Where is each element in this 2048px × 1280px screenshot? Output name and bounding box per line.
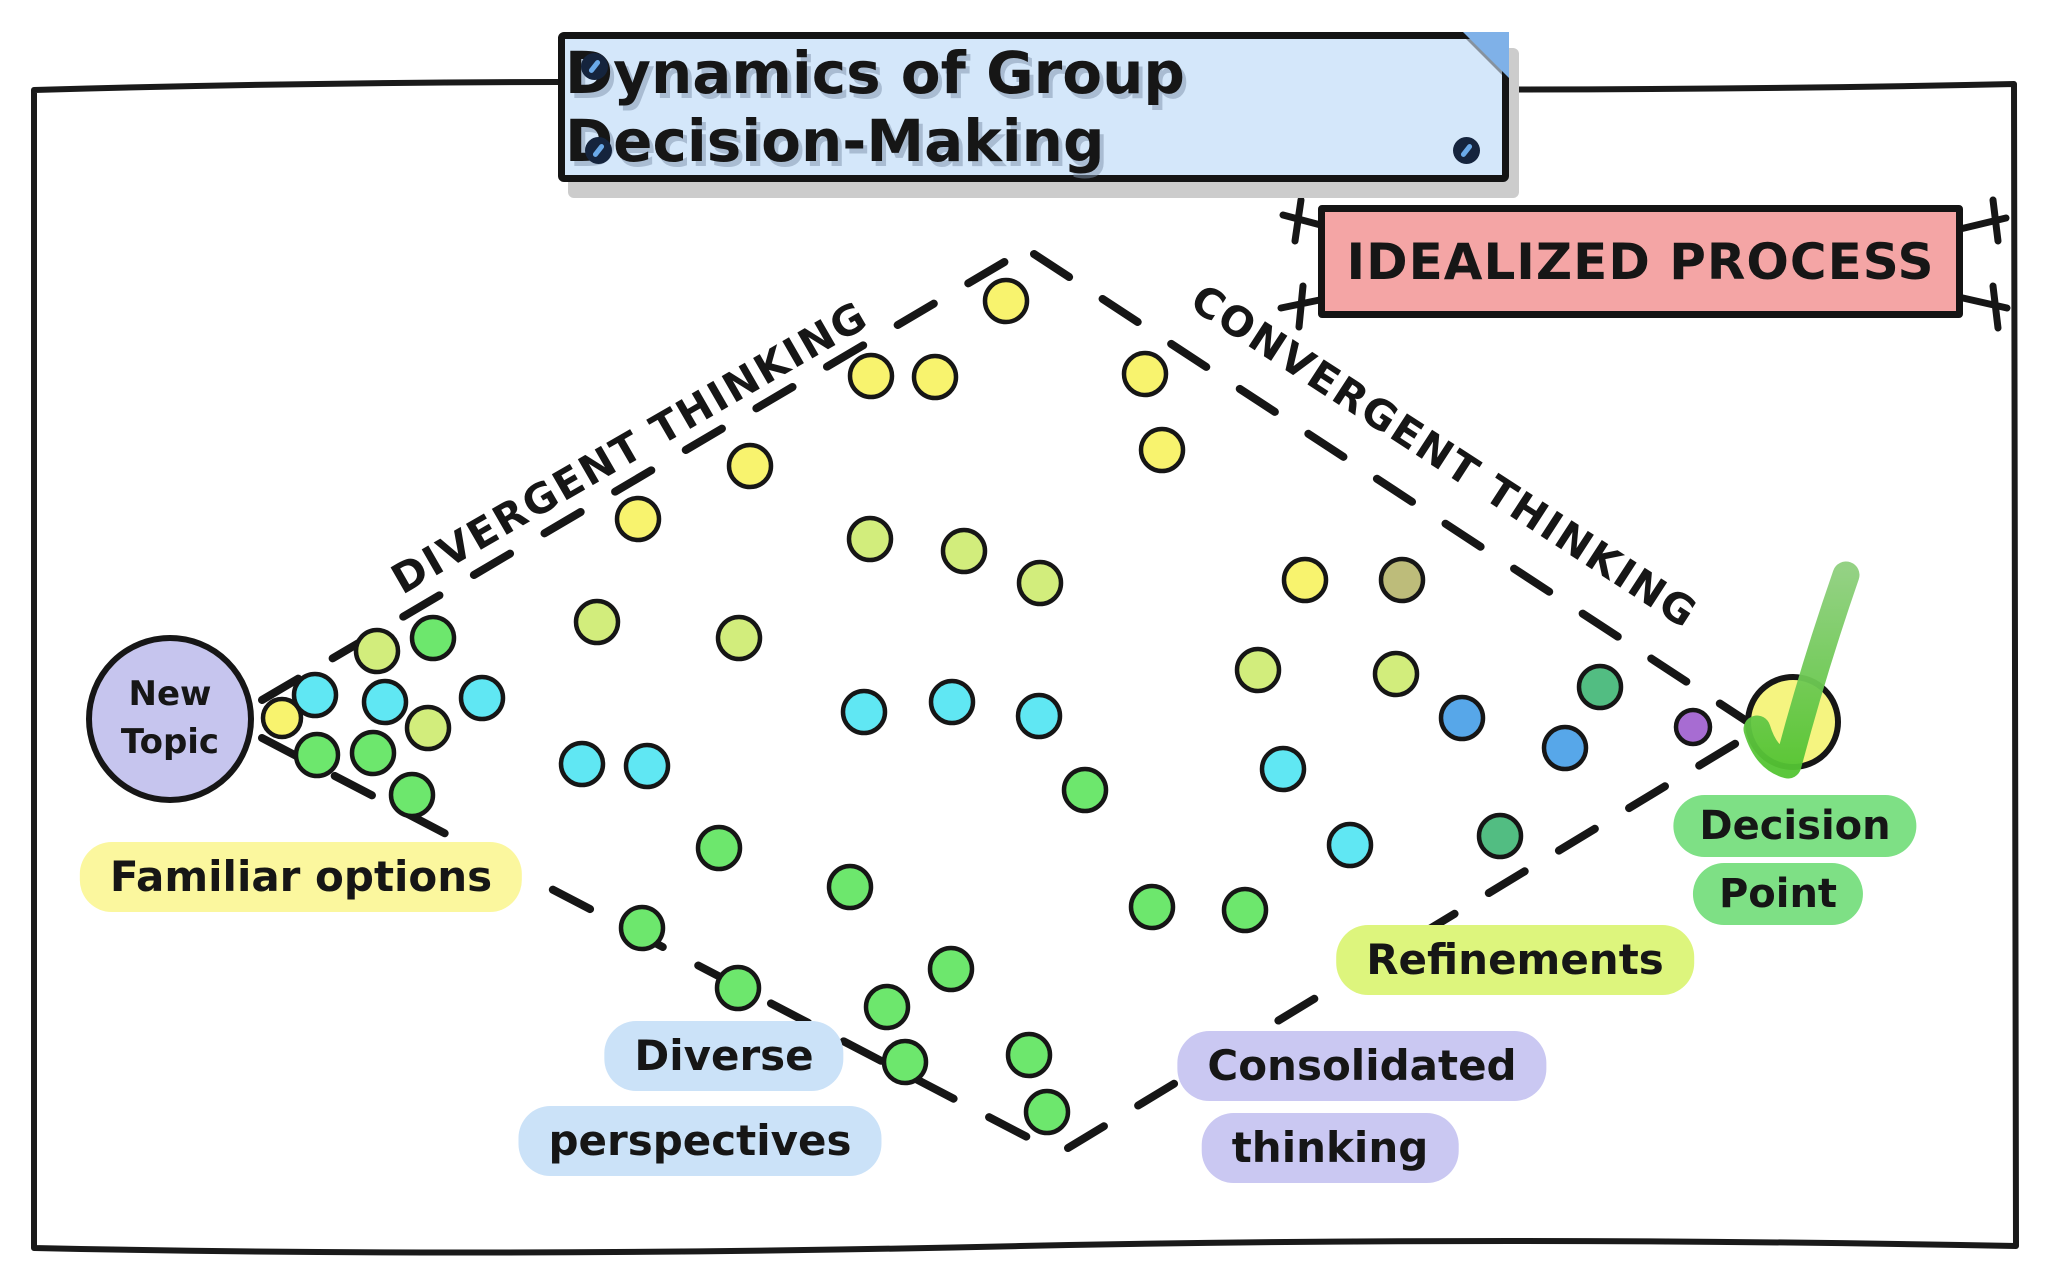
idea-dot-green: [1221, 886, 1269, 934]
idea-dot-cyan: [1326, 821, 1374, 869]
idea-dot-green: [826, 863, 874, 911]
decision-point-label-line1: Decision: [1673, 795, 1917, 857]
idea-dot-yellow: [726, 442, 774, 490]
idea-dot-cyan: [558, 740, 606, 788]
idea-dot-olive: [1378, 556, 1426, 604]
diverse-perspectives-label-line1: Diverse: [604, 1021, 844, 1091]
page-title: Dynamics of Group Decision-Making: [565, 39, 1185, 175]
idea-dot-green: [1128, 883, 1176, 931]
idea-dot-purple: [1673, 707, 1713, 747]
idea-dot-green: [927, 945, 975, 993]
idea-dot-cyan: [361, 678, 409, 726]
idea-dot-yellow: [1121, 350, 1169, 398]
idea-dot-cyan: [291, 671, 339, 719]
decision-marker: [1743, 561, 1860, 779]
idea-dot-blue: [1541, 724, 1589, 772]
idea-dot-lime: [940, 527, 988, 575]
idea-dot-yellow: [1138, 426, 1186, 474]
badge-label: IDEALIZED PROCESS: [1346, 232, 1935, 291]
consolidated-thinking-label-line2: thinking: [1201, 1113, 1459, 1183]
diamond-dashed-edge: [1030, 250, 1752, 726]
idea-dot-cyan: [928, 678, 976, 726]
idea-dot-green: [409, 614, 457, 662]
idea-dot-green: [1005, 1031, 1053, 1079]
idea-dot-seagreen: [1476, 812, 1524, 860]
idea-dot-lime: [353, 627, 401, 675]
idea-dot-yellow: [982, 277, 1030, 325]
idea-dot-yellow: [260, 696, 304, 740]
idea-dot-green: [881, 1038, 929, 1086]
idealized-process-badge: IDEALIZED PROCESS: [1318, 205, 1963, 318]
idea-dot-lime: [573, 598, 621, 646]
pin-top-right-icon: [1952, 196, 2010, 245]
diamond-dashed-edge: [1064, 732, 1752, 1152]
familiar-options-label: Familiar options: [79, 842, 523, 912]
idea-dot-seagreen: [1576, 663, 1624, 711]
dots-layer: [260, 277, 1713, 1136]
consolidated-thinking-label-line1: Consolidated: [1177, 1031, 1547, 1101]
idea-dot-green: [1061, 766, 1109, 814]
folded-corner-icon: [1463, 32, 1509, 78]
idea-dot-green: [714, 964, 762, 1012]
idea-dot-lime: [1016, 559, 1064, 607]
new-topic-line1: New: [128, 674, 212, 715]
screw-icon: [581, 53, 608, 80]
decision-point-label-line2: Point: [1692, 863, 1864, 925]
idea-dot-green: [388, 771, 436, 819]
idea-dot-blue: [1438, 694, 1486, 742]
idea-dot-green: [863, 983, 911, 1031]
refinements-label: Refinements: [1336, 925, 1694, 995]
diverse-perspectives-label-line2: perspectives: [518, 1106, 882, 1176]
idea-dot-cyan: [1015, 692, 1063, 740]
idea-dot-lime: [846, 515, 894, 563]
new-topic-node: New Topic: [86, 635, 254, 803]
title-banner: Dynamics of Group Decision-Making: [558, 32, 1509, 182]
idea-dot-yellow: [614, 495, 662, 543]
idea-dot-cyan: [1259, 745, 1307, 793]
idea-dot-yellow: [1281, 556, 1329, 604]
diamond-dashed-edge: [258, 250, 1022, 704]
idea-dot-lime: [715, 614, 763, 662]
idea-dot-green: [293, 731, 341, 779]
idea-dot-green: [618, 904, 666, 952]
idea-dot-lime: [1372, 650, 1420, 698]
new-topic-line2: Topic: [120, 722, 220, 762]
checkmark-icon: [1743, 561, 1860, 779]
screw-icon: [1453, 137, 1480, 164]
idea-dot-lime: [1234, 646, 1282, 694]
idea-dot-green: [349, 729, 397, 777]
screw-icon: [585, 137, 612, 164]
idea-dot-green: [1023, 1088, 1071, 1136]
idea-dot-green: [695, 824, 743, 872]
idea-dot-yellow: [847, 352, 895, 400]
idea-dot-yellow: [911, 353, 959, 401]
idea-dot-cyan: [623, 742, 671, 790]
idea-dot-cyan: [458, 674, 506, 722]
idea-dot-cyan: [840, 688, 888, 736]
idea-dot-lime: [404, 704, 452, 752]
